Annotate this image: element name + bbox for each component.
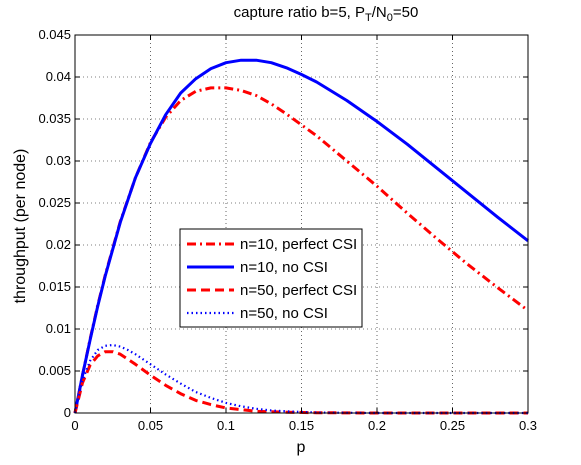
series-line-4 [73,343,528,415]
y-tick-label: 0 [64,405,71,420]
grid-lines [75,35,528,413]
legend: n=10, perfect CSI n=10, no CSI n=50, perfe… [179,228,363,328]
y-tick-label: 0.03 [46,153,71,168]
legend-label-3: n=50, perfect CSI [240,282,357,299]
x-tick-label: 0.05 [138,418,163,433]
x-tick-label: 0.25 [440,418,465,433]
chart-title-sub-t: T [365,12,372,24]
x-tick-label: 0.1 [217,418,235,433]
chart-title: capture ratio b=5, PT/N0=50 [234,4,419,24]
y-axis-label: throughput (per node) [12,149,29,304]
legend-label-1: n=10, perfect CSI [240,236,357,253]
legend-label-4: n=50, no CSI [240,305,328,322]
y-tick-label: 0.045 [38,27,71,42]
y-tick-label: 0.015 [38,279,71,294]
chart-title-suffix: =50 [393,4,418,21]
x-tick-labels: 0 0.05 0.1 0.15 0.2 0.25 0.3 [71,418,537,433]
chart-title-mid: /N [372,4,387,21]
chart-title-sub-0: 0 [387,12,393,24]
y-tick-label: 0.04 [46,69,71,84]
x-axis-label: p [297,439,306,456]
x-tick-label: 0.2 [368,418,386,433]
x-tick-label: 0 [71,418,78,433]
y-tick-label: 0.025 [38,195,71,210]
series-line-2 [73,58,529,414]
x-tick-label: 0.3 [519,418,537,433]
y-tick-labels: 0 0.005 0.01 0.015 0.02 0.025 0.03 0.035 0.04 0.0… [38,27,71,420]
y-tick-label: 0.035 [38,111,71,126]
chart-title-prefix: capture ratio b=5, P [234,4,365,21]
y-tick-label: 0.005 [38,363,71,378]
tick-marks [74,34,529,414]
y-tick-label: 0.02 [46,237,71,252]
y-tick-label: 0.01 [46,321,71,336]
legend-label-2: n=10, no CSI [240,259,328,276]
x-tick-label: 0.15 [289,418,314,433]
